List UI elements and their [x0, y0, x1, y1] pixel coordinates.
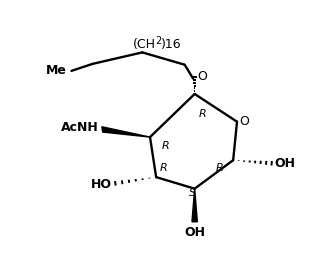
Text: )16: )16	[161, 38, 181, 51]
Text: Me: Me	[46, 65, 67, 77]
Text: R: R	[162, 141, 169, 151]
Text: OH: OH	[275, 157, 296, 170]
Polygon shape	[102, 127, 150, 137]
Text: OH: OH	[184, 226, 205, 239]
Text: 2: 2	[155, 36, 162, 46]
Text: (CH: (CH	[133, 38, 156, 51]
Text: O: O	[198, 70, 208, 83]
Text: R: R	[160, 163, 168, 173]
Text: S: S	[189, 188, 196, 198]
Text: R: R	[199, 109, 206, 119]
Text: O: O	[239, 115, 249, 128]
Polygon shape	[192, 189, 197, 222]
Text: HO: HO	[91, 178, 112, 191]
Text: AcNH: AcNH	[62, 121, 99, 134]
Text: R: R	[215, 163, 223, 173]
